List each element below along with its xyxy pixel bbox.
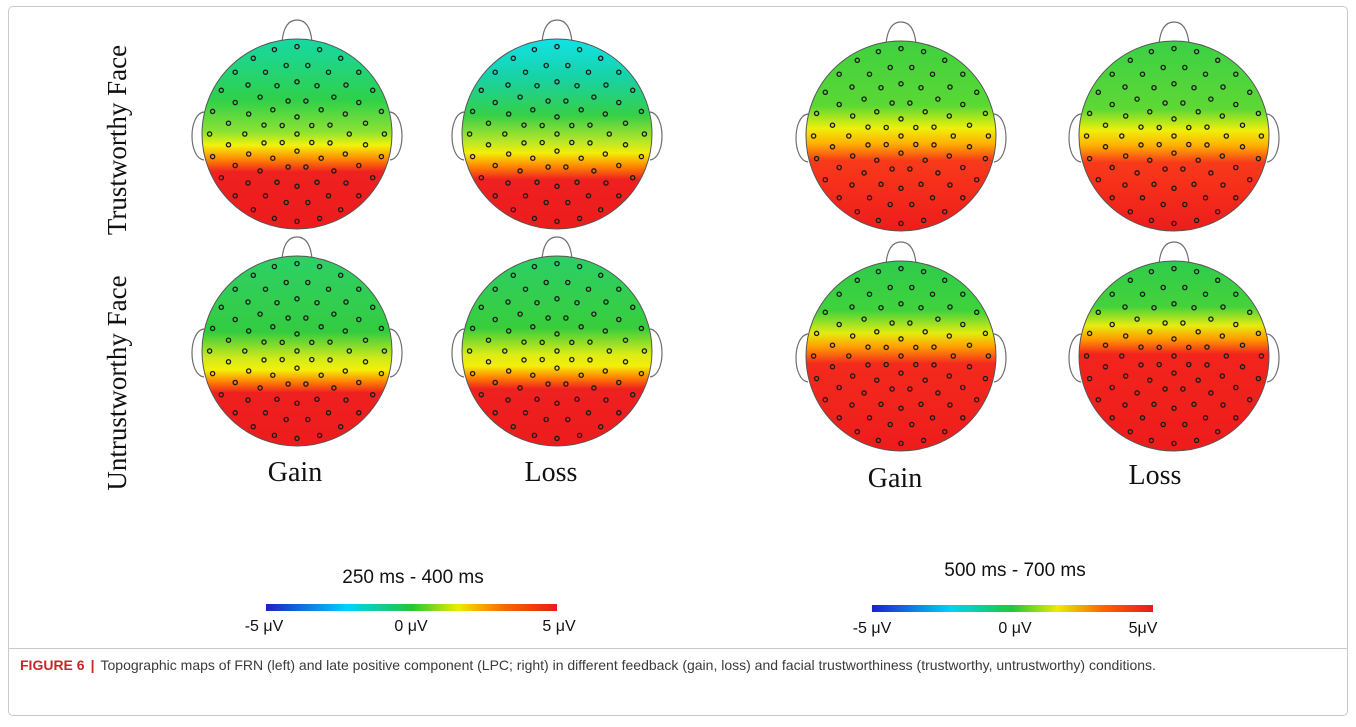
scalp-map-trustworthy-loss-250-400 — [451, 19, 663, 230]
electrode-set — [1083, 45, 1265, 227]
column-label-gain-500-700: Gain — [868, 463, 922, 494]
caption-text: Topographic maps of FRN (left) and late … — [100, 657, 1156, 673]
colorbar-250-400 — [265, 604, 557, 611]
column-label-loss-250-400: Loss — [525, 457, 578, 488]
colorbar-tick-max-500-700: 5μV — [1129, 620, 1158, 637]
colorbar-tick-max-250-400: 5 μV — [542, 618, 576, 635]
time-window-500-700: 500 ms - 700 ms — [944, 560, 1086, 581]
electrode-set — [466, 260, 648, 442]
time-window-250-400: 250 ms - 400 ms — [342, 567, 484, 588]
row-label-trustworthy: Trustworthy Face — [102, 45, 132, 235]
caption-divider — [9, 648, 1347, 649]
electrode-set — [466, 43, 648, 225]
scalp-map-trustworthy-gain-250-400 — [191, 19, 403, 230]
electrode-set — [810, 45, 992, 227]
scalp-map-untrustworthy-gain-250-400 — [191, 236, 403, 447]
caption-separator: | — [90, 657, 95, 673]
colorbar-tick-zero-500-700: 0 μV — [998, 620, 1032, 637]
column-label-loss-500-700: Loss — [1129, 460, 1182, 491]
scalp-map-untrustworthy-loss-250-400 — [451, 236, 663, 447]
figure-caption: FIGURE 6 | Topographic maps of FRN (left) … — [20, 655, 1330, 676]
colorbar-tick-min-250-400: -5 μV — [245, 618, 284, 635]
colorbar-tick-min-500-700: -5 μV — [853, 620, 892, 637]
electrode-set — [810, 265, 992, 447]
scalp-map-untrustworthy-loss-500-700 — [1068, 241, 1280, 452]
scalp-map-trustworthy-loss-500-700 — [1068, 21, 1280, 232]
colorbar-500-700 — [871, 605, 1153, 612]
figure-number: FIGURE 6 — [20, 657, 85, 673]
panel-250-400: Gain Loss 250 ms - 400 ms -5 μV 0 μV 5 μ… — [191, 19, 663, 635]
electrode-set — [206, 43, 388, 225]
figure-art: Trustworthy Face Untrustworthy Face Gain… — [102, 19, 1280, 637]
scalp-map-trustworthy-gain-500-700 — [795, 21, 1007, 232]
scalp-map-untrustworthy-gain-500-700 — [795, 241, 1007, 452]
column-label-gain-250-400: Gain — [268, 457, 322, 488]
electrode-set — [1083, 265, 1265, 447]
row-label-untrustworthy: Untrustworthy Face — [102, 275, 132, 490]
electrode-set — [206, 260, 388, 442]
colorbar-tick-zero-250-400: 0 μV — [394, 618, 428, 635]
panel-500-700: Gain Loss 500 ms - 700 ms -5 μV 0 μV 5μV — [795, 21, 1280, 637]
